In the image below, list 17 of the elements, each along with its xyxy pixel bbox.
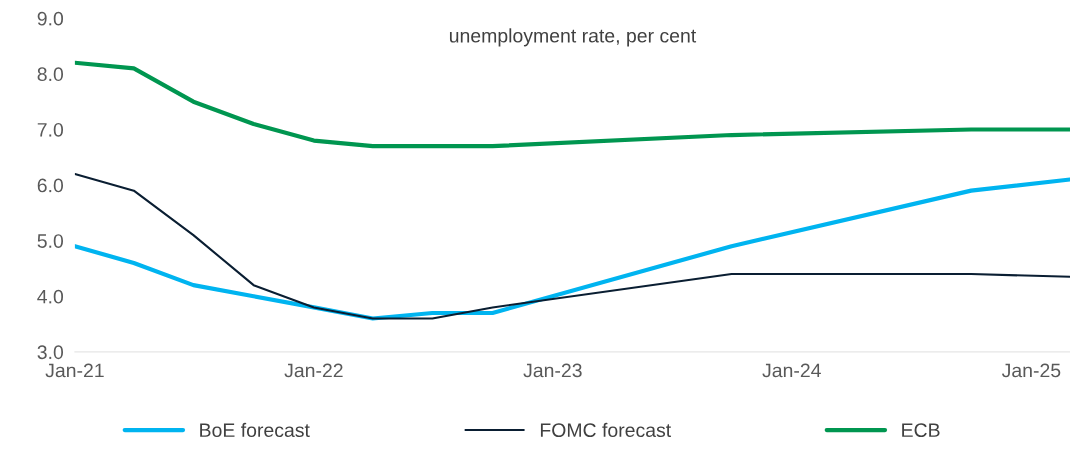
x-tick-label: Jan-25 [1001,363,1061,378]
x-tick-label: Jan-24 [762,363,821,378]
x-tick-label: Jan-21 [45,363,104,378]
legend-label: ECB [902,423,940,438]
y-tick-label: 8.0 [37,67,64,82]
y-tick-label: 9.0 [37,11,64,26]
x-tick-label: Jan-22 [284,363,343,378]
line-series [74,60,1070,149]
y-tick-label: 3.0 [37,345,64,360]
y-tick-label: 6.0 [37,178,64,193]
legend-label: BoE forecast [200,422,310,438]
y-tick-label: 7.0 [37,122,64,137]
y-tick-label: 4.0 [37,289,64,304]
chart-title: unemployment rate, per cent [449,28,697,47]
legend-label: FOMC forecast [540,422,672,438]
y-tick-label: 5.0 [37,234,64,248]
x-tick-label: Jan-23 [523,363,582,378]
